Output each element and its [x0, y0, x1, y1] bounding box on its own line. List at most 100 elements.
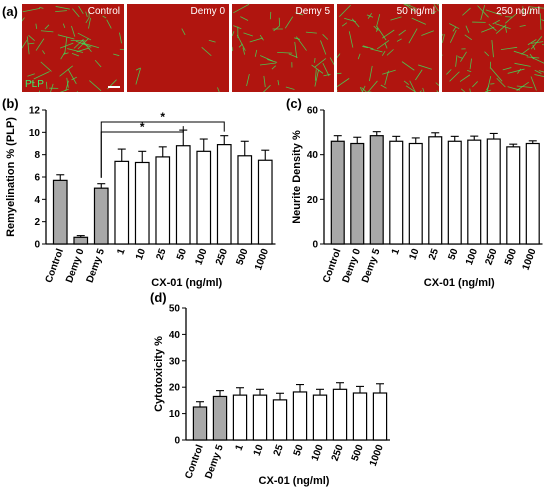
- plp-fiber: [85, 17, 90, 24]
- plp-fiber: [55, 10, 67, 13]
- plp-fiber: [233, 25, 242, 30]
- plp-fiber: [294, 41, 298, 59]
- plp-fiber: [55, 6, 70, 10]
- plp-fiber: [295, 12, 304, 16]
- plp-fiber: [27, 73, 35, 77]
- plp-fiber: [457, 56, 463, 59]
- x-axis-title: CX-01 (ng/ml): [151, 277, 222, 289]
- x-tick-label: 1000: [368, 443, 386, 468]
- plp-fiber: [254, 49, 258, 57]
- y-tick-label: 0: [34, 240, 40, 251]
- plp-fiber: [500, 46, 518, 51]
- plp-fiber: [27, 42, 35, 45]
- bar: [486, 138, 501, 245]
- plp-fiber: [366, 14, 374, 18]
- plp-fiber: [67, 68, 77, 85]
- plp-fiber: [398, 29, 406, 36]
- plp-fiber: [361, 85, 366, 92]
- plp-fiber: [368, 65, 373, 82]
- plp-fiber: [421, 30, 434, 36]
- plp-fiber: [384, 70, 389, 86]
- x-axis-title: CX-01 (ng/ml): [424, 277, 495, 289]
- plp-fiber: [263, 75, 266, 88]
- plp-fiber: [329, 57, 334, 66]
- plp-fiber: [522, 6, 524, 15]
- y-tick-label: 8: [34, 150, 40, 161]
- plp-fiber: [63, 52, 69, 55]
- micrograph-image: [337, 4, 439, 92]
- plp-fiber: [486, 76, 492, 92]
- x-tick-label: 1: [115, 247, 127, 256]
- plp-fiber: [314, 69, 317, 81]
- plp-fiber: [305, 31, 317, 34]
- plp-fiber: [370, 48, 383, 53]
- plp-fiber: [459, 74, 471, 82]
- plp-fiber: [314, 70, 319, 87]
- bar: [312, 394, 328, 441]
- plp-fiber: [384, 42, 388, 49]
- bar: [389, 140, 404, 245]
- micrograph-label: Control: [87, 6, 120, 17]
- plp-fiber: [386, 49, 394, 56]
- plp-fiber: [502, 67, 512, 71]
- plp-fiber: [409, 80, 416, 92]
- plp-fiber: [467, 70, 472, 73]
- x-tick-label: Demy 5: [360, 247, 383, 285]
- plp-fiber: [22, 40, 28, 49]
- micrograph-demy-5: Demy 5: [232, 4, 334, 92]
- plp-fiber: [59, 65, 74, 77]
- plp-fiber: [528, 6, 544, 9]
- plp-fiber: [472, 81, 478, 88]
- plp-fiber: [40, 30, 54, 33]
- bar: [232, 394, 248, 441]
- x-tick-label: 10: [407, 247, 421, 262]
- plp-fiber: [462, 7, 471, 16]
- plp-fiber: [322, 62, 330, 77]
- plp-fiber: [351, 18, 360, 28]
- micrograph-background: [337, 4, 439, 92]
- plp-fiber: [376, 25, 387, 41]
- x-tick-label: 250: [484, 247, 500, 267]
- plp-fiber: [135, 67, 142, 85]
- plp-fiber: [271, 65, 277, 70]
- x-axis-title: CX-01 (ng/ml): [259, 475, 330, 487]
- plp-fiber: [376, 14, 381, 27]
- plp-fiber: [484, 51, 490, 57]
- plp-fiber: [273, 25, 280, 32]
- plp-fiber: [516, 81, 529, 91]
- x-tick-label: 50: [446, 247, 460, 262]
- plp-fiber: [314, 58, 327, 68]
- panel-label-c: (c): [286, 96, 302, 111]
- plp-fiber: [452, 26, 457, 32]
- plp-fiber: [534, 69, 542, 74]
- plp-fiber: [29, 81, 35, 84]
- plp-fiber: [380, 84, 387, 89]
- bar: [467, 139, 482, 245]
- bar: [330, 140, 345, 245]
- plp-fiber: [259, 62, 277, 66]
- plp-fiber: [531, 57, 544, 64]
- plp-fiber: [341, 22, 348, 27]
- y-tick-label: 10: [29, 128, 41, 139]
- plp-fiber: [530, 76, 537, 91]
- plp-fiber: [262, 84, 271, 92]
- plp-fiber: [89, 80, 102, 92]
- bar: [212, 395, 228, 441]
- x-tick-label: Demy 5: [85, 247, 108, 285]
- micrograph-label: Demy 0: [190, 6, 225, 17]
- x-tick-label: 50: [292, 443, 306, 458]
- micrograph-background: [127, 4, 229, 92]
- x-tick-label: Control: [44, 247, 67, 284]
- plp-fiber: [411, 17, 427, 25]
- bar: [352, 392, 368, 441]
- y-axis-title: Neurite Density %: [291, 130, 303, 224]
- plp-fiber: [50, 83, 54, 92]
- plp-fiber: [288, 53, 298, 58]
- plp-fiber: [38, 90, 41, 92]
- plp-fiber: [35, 38, 45, 51]
- significance-star: *: [140, 120, 145, 134]
- plp-fiber: [232, 46, 233, 51]
- plp-fiber: [436, 4, 439, 6]
- y-axis-title: Remyelination % (PLP): [5, 117, 17, 237]
